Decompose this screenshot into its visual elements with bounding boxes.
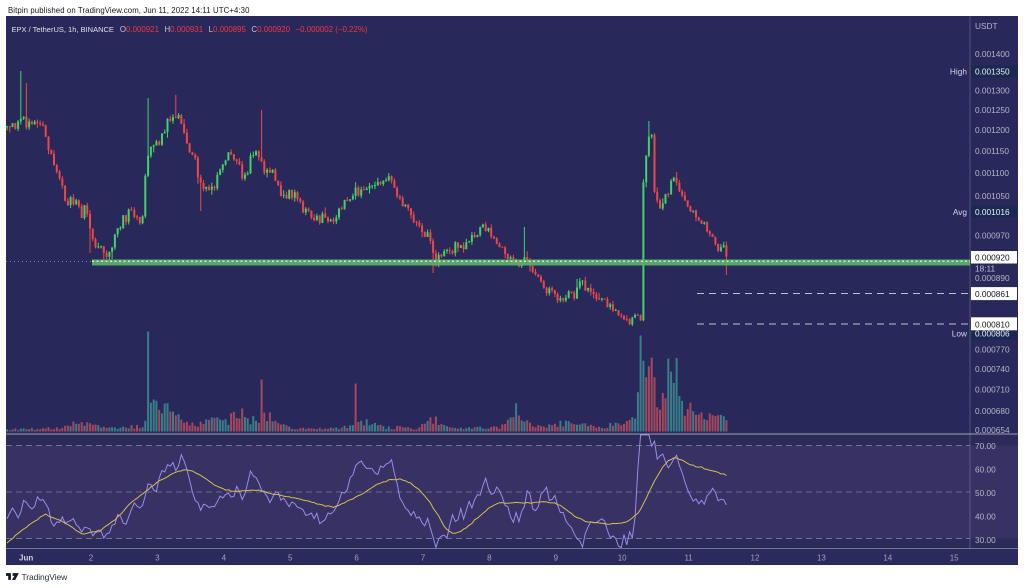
- svg-text:0.001150: 0.001150: [975, 146, 1009, 156]
- svg-text:High: High: [950, 67, 967, 77]
- svg-text:0.000710: 0.000710: [975, 384, 1010, 394]
- svg-text:5: 5: [288, 554, 293, 563]
- svg-text:15: 15: [950, 554, 959, 563]
- svg-text:13: 13: [817, 554, 826, 563]
- svg-text:4: 4: [222, 554, 227, 563]
- svg-text:50.00: 50.00: [975, 488, 996, 498]
- svg-text:0.000806: 0.000806: [975, 329, 1010, 339]
- svg-text:8: 8: [487, 554, 492, 563]
- svg-text:0.000920: 0.000920: [975, 252, 1010, 262]
- svg-text:9: 9: [554, 554, 559, 563]
- svg-text:11: 11: [684, 554, 693, 563]
- svg-text:3: 3: [155, 554, 160, 563]
- svg-text:0.001050: 0.001050: [975, 191, 1010, 201]
- svg-text:0.000861: 0.000861: [975, 289, 1010, 299]
- svg-text:Low: Low: [952, 329, 968, 339]
- svg-text:Jun: Jun: [19, 554, 33, 563]
- svg-text:0.001250: 0.001250: [975, 105, 1010, 115]
- svg-text:30.00: 30.00: [975, 535, 996, 545]
- svg-text:2: 2: [89, 554, 94, 563]
- svg-text:0.000810: 0.000810: [975, 319, 1010, 329]
- svg-text:0.000770: 0.000770: [975, 344, 1010, 354]
- svg-text:7: 7: [421, 554, 426, 563]
- svg-text:10: 10: [618, 554, 627, 563]
- svg-text:18:11: 18:11: [975, 263, 996, 273]
- svg-text:USDT: USDT: [975, 21, 998, 31]
- svg-text:Avg: Avg: [953, 207, 968, 217]
- svg-text:60.00: 60.00: [975, 465, 996, 475]
- svg-text:0.000890: 0.000890: [975, 273, 1010, 283]
- svg-text:0.001300: 0.001300: [975, 86, 1010, 96]
- svg-text:0.001400: 0.001400: [975, 49, 1010, 59]
- svg-text:0.001016: 0.001016: [975, 207, 1010, 217]
- svg-text:40.00: 40.00: [975, 512, 996, 522]
- svg-text:0.001200: 0.001200: [975, 125, 1010, 135]
- svg-text:14: 14: [883, 554, 892, 563]
- svg-text:0.000654: 0.000654: [975, 425, 1010, 435]
- svg-text:6: 6: [354, 554, 359, 563]
- svg-text:TradingView: TradingView: [22, 572, 69, 582]
- svg-text:0.000740: 0.000740: [975, 364, 1010, 374]
- svg-text:12: 12: [751, 554, 760, 563]
- svg-text:0.000680: 0.000680: [975, 406, 1010, 416]
- svg-text:70.00: 70.00: [975, 441, 996, 451]
- svg-text:0.000970: 0.000970: [975, 230, 1010, 240]
- svg-text:0.001100: 0.001100: [975, 168, 1009, 178]
- svg-text:0.001350: 0.001350: [975, 67, 1010, 77]
